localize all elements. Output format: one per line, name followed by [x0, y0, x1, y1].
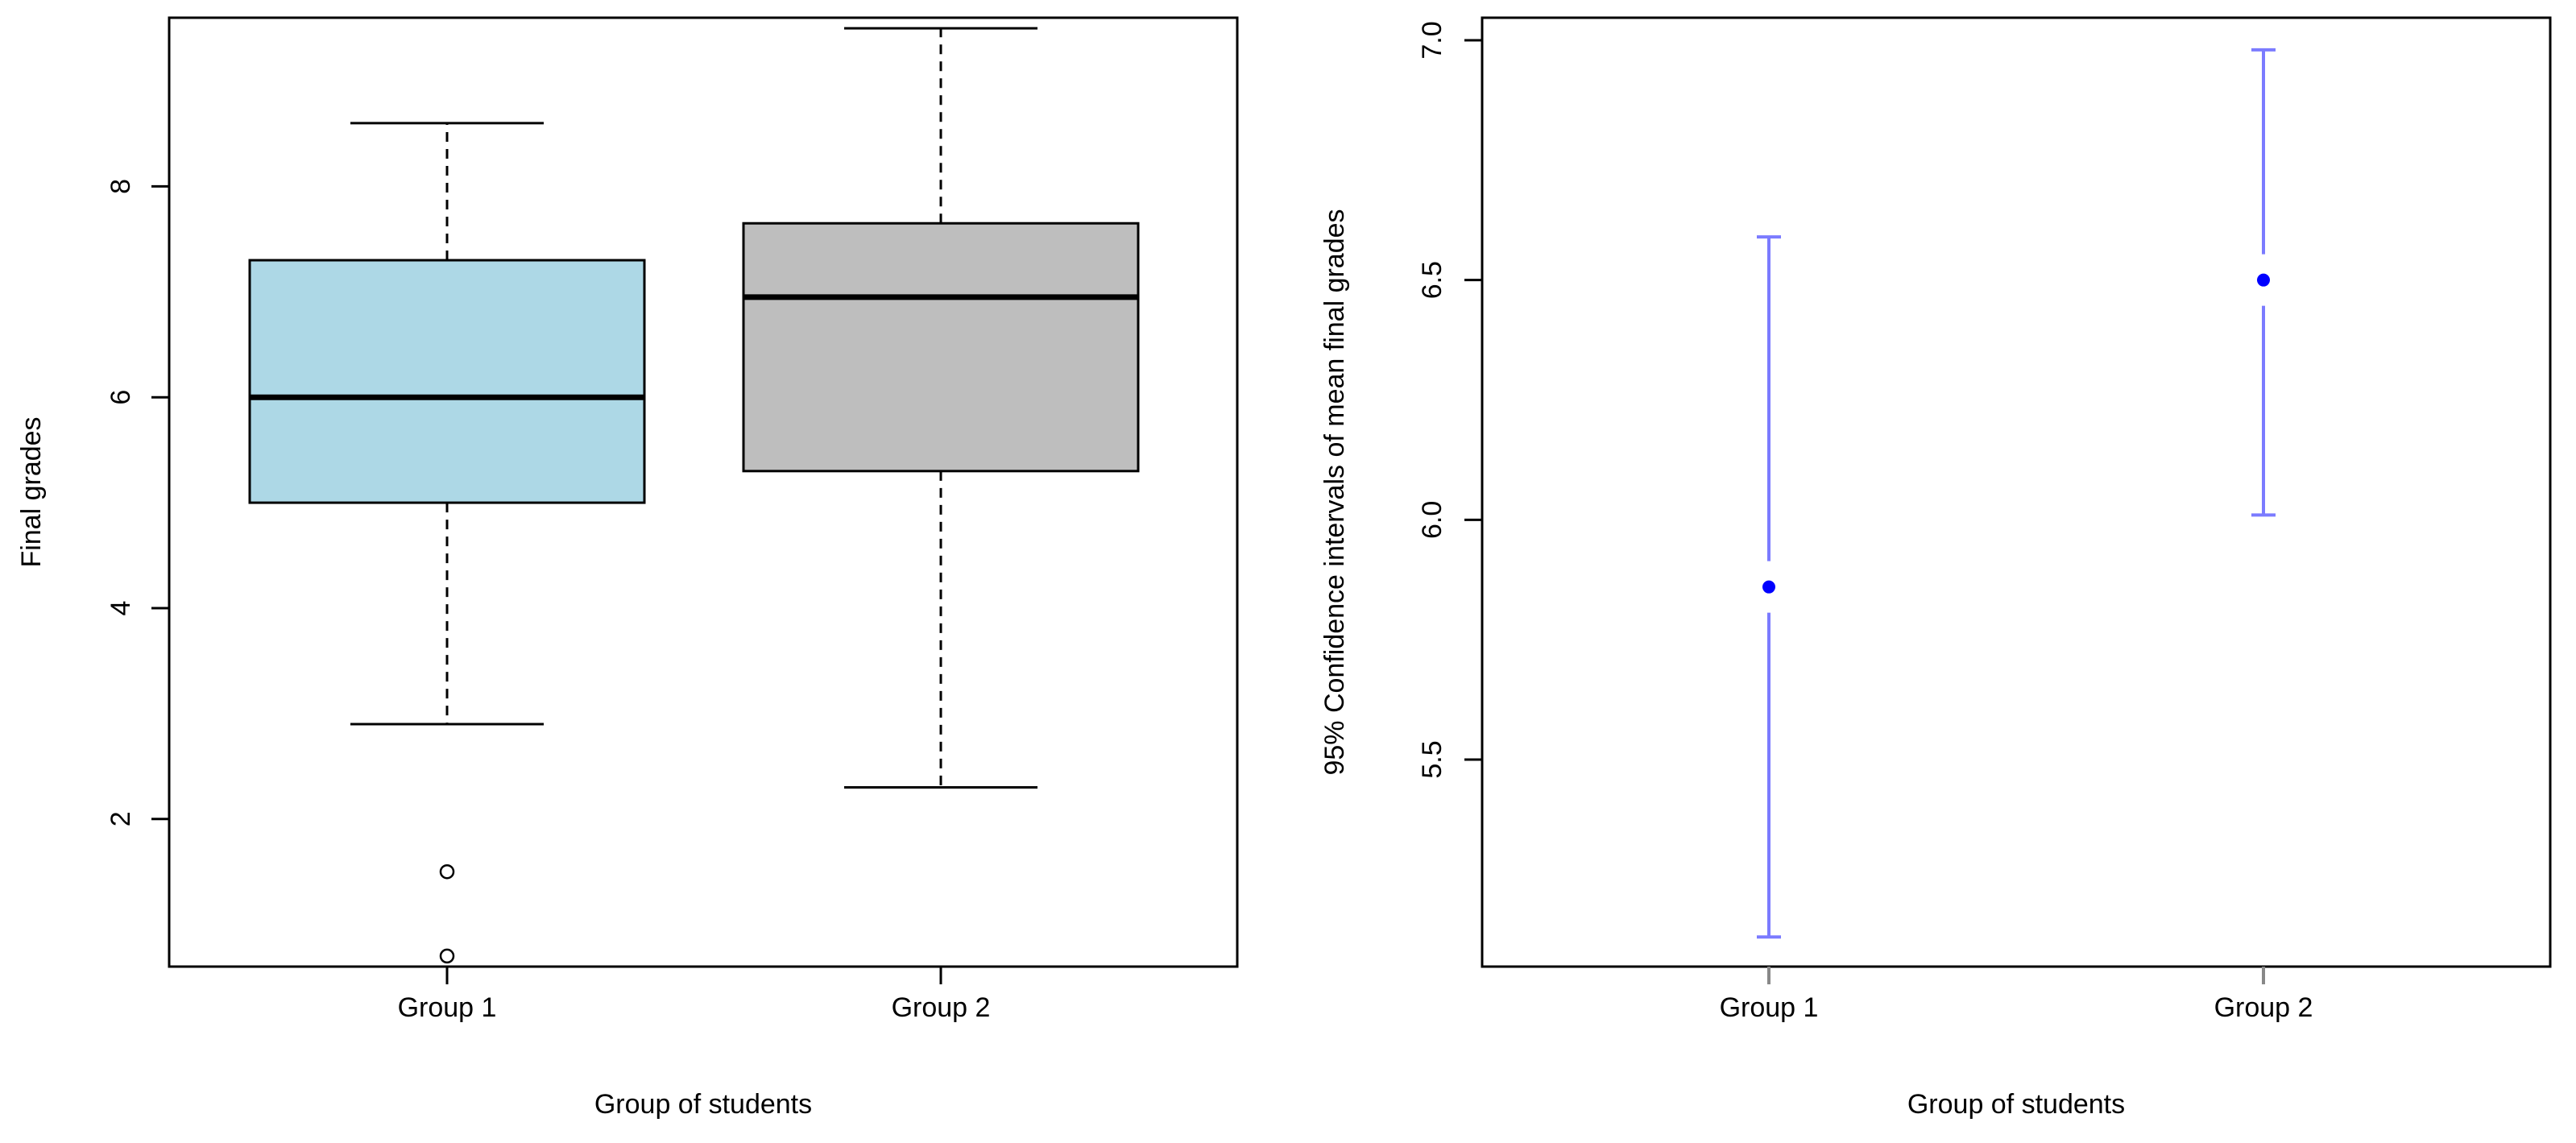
ci-x-tick-label: Group 1: [1720, 992, 1819, 1023]
ci-x-tick-label: Group 2: [2214, 992, 2313, 1023]
boxplot-y-axis-title: Final grades: [16, 416, 47, 567]
ci-interval-1: [1757, 235, 1781, 939]
ci-x-axis-title: Group of students: [1907, 1089, 2125, 1120]
boxplot-marks: [248, 27, 1140, 964]
boxplot-x-axis: Group 1 Group 2: [398, 967, 991, 1023]
boxplot-y-tick-label: 6: [106, 390, 136, 405]
boxplot-y-axis: 2 4 6 8: [106, 179, 171, 826]
ci-y-tick-label: 5.5: [1417, 740, 1447, 778]
ci-y-tick-label: 7.0: [1417, 21, 1447, 59]
ci-y-tick-label: 6.0: [1417, 501, 1447, 539]
ci-y-axis: 5.5 6.0 6.5 7.0: [1417, 21, 1484, 779]
box-2: [742, 27, 1140, 789]
box-body: [248, 259, 646, 504]
ci-y-axis-title: 95% Confidence intervals of mean final g…: [1319, 209, 1350, 775]
boxplot-x-tick-label: Group 2: [892, 992, 991, 1023]
boxplot-x-axis-title: Group of students: [594, 1089, 812, 1120]
ci-mean-point: [2257, 273, 2270, 287]
box-1: [248, 122, 646, 964]
boxplot-y-tick-label: 4: [106, 601, 136, 616]
boxplot-y-tick-label: 8: [106, 179, 136, 194]
ci-x-axis: Group 1 Group 2: [1720, 967, 2313, 1023]
ci-y-tick-label: 6.5: [1417, 261, 1447, 299]
box-outlier-point: [439, 863, 455, 880]
ci-plot-frame: [1481, 16, 2552, 968]
box-body: [742, 222, 1140, 473]
boxplot-panel: 2 4 6 8 Group 1 Group 2 Group of students Fi…: [16, 16, 1239, 1120]
boxplot-x-tick-label: Group 1: [398, 992, 497, 1023]
ci-interval-2: [2251, 48, 2276, 517]
ci-marks: [1757, 48, 2276, 939]
ci-mean-point: [1762, 580, 1775, 594]
box-outlier-point: [439, 948, 455, 964]
ci-panel: 5.5 6.0 6.5 7.0 Group 1 Group 2 Group of stu…: [1319, 16, 2552, 1120]
boxplot-y-tick-label: 2: [106, 811, 136, 826]
